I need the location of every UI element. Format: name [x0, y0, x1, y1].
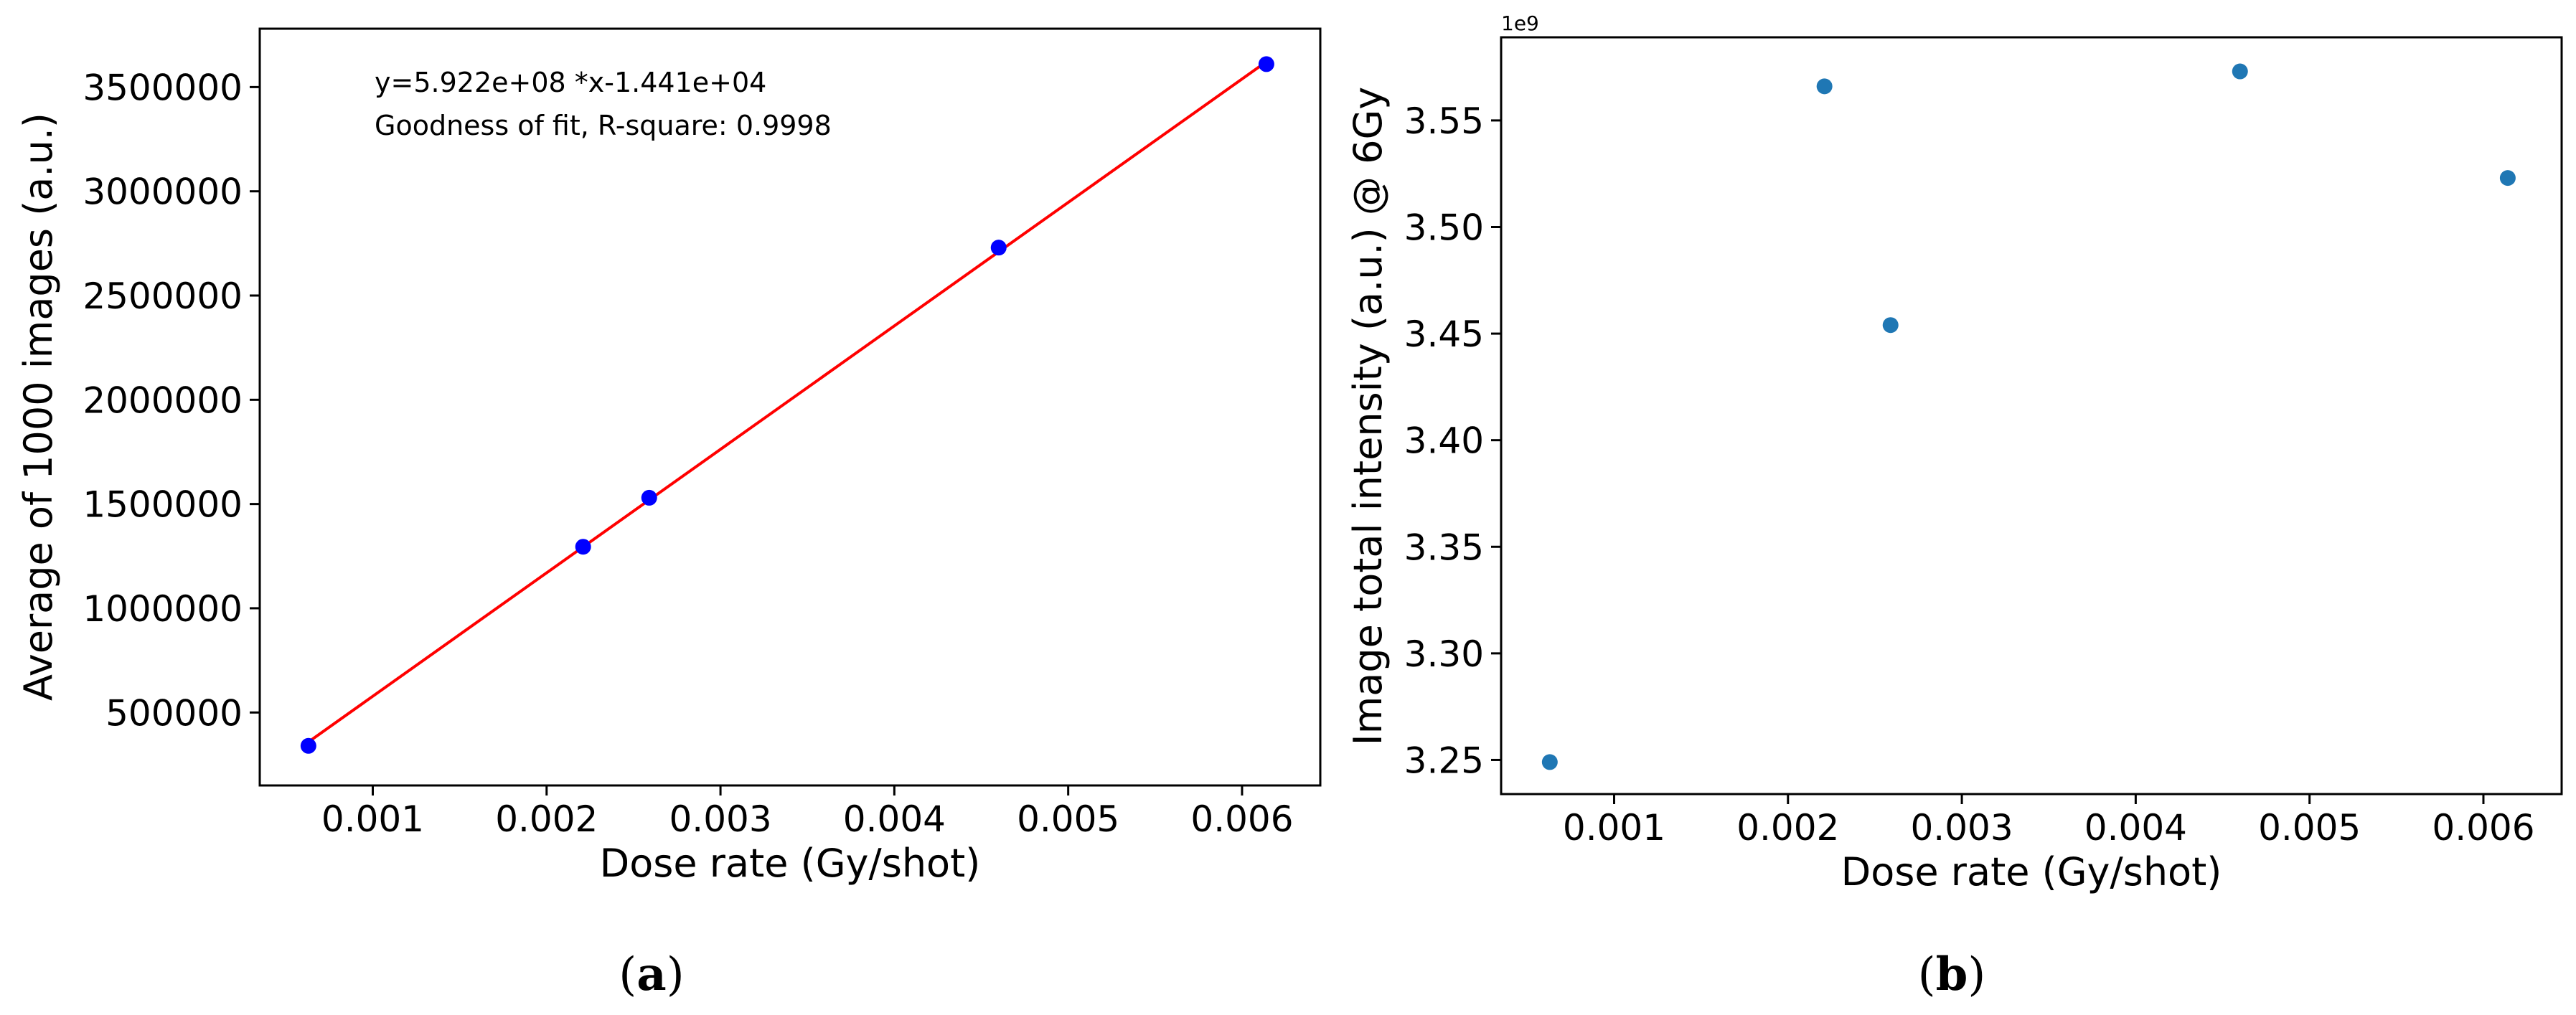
panel-a-caption-close: ) [667, 948, 685, 1001]
panel-a-annotation-rsquare: Goodness of fit, R-square: 0.9998 [375, 110, 832, 141]
panel-a-y-tick-label: 500000 [105, 692, 243, 734]
panel-b-y-tick-label: 3.30 [1404, 633, 1484, 675]
panel-b-x-axis-label: Dose rate (Gy/shot) [1841, 849, 2222, 894]
panel-b-chart: 0.001 0.002 0.003 0.004 0.005 0.006 3.253.303… [1345, 11, 2563, 1001]
panel-b-data-points [1541, 63, 2516, 770]
panel-b-x-tick-label: 0.006 [2432, 807, 2534, 849]
panel-b-plot-frame [1500, 36, 2563, 796]
panel-a-y-tick-label: 2000000 [83, 379, 243, 421]
panel-a-x-tick-label: 0.005 [1017, 798, 1119, 840]
panel-b-y-tick-label: 3.40 [1404, 420, 1484, 462]
panel-b-x-tick-label: 0.001 [1563, 807, 1665, 849]
panel-b-y-tick-label: 3.55 [1404, 100, 1484, 142]
panel-a-x-tick-label: 0.003 [669, 798, 772, 840]
panel-a-data-point [1258, 56, 1274, 72]
panel-a-caption-letter: a [636, 948, 666, 1001]
panel-b-caption-open: ( [1918, 948, 1936, 1001]
panel-a-data-point [641, 489, 657, 506]
panel-a-data-point [990, 240, 1007, 256]
panel-a-x-tick-label: 0.006 [1190, 798, 1293, 840]
panel-a-x-tick-label: 0.004 [843, 798, 946, 840]
panel-a-data-point [300, 737, 316, 754]
panel-a-data-point [575, 539, 591, 555]
panel-a-x-tick-label: 0.002 [495, 798, 598, 840]
panel-b-y-tick-label: 3.45 [1404, 313, 1484, 355]
panel-a-x-axis-label: Dose rate (Gy/shot) [600, 841, 981, 886]
panel-a-x-ticks: 0.001 0.002 0.003 0.004 0.005 0.006 [321, 785, 1294, 840]
panel-b-y-ticks: 3.25 3.30 3.35 3.40 3.45 3.50 3.55 [1404, 100, 1501, 781]
panel-b-y-tick-label: 3.50 [1404, 207, 1484, 248]
panel-a-fit-line [307, 60, 1268, 743]
panel-a-y-tick-label: 3500000 [83, 67, 243, 108]
panel-a-y-axis-label: Average of 1000 images (a.u.) [16, 113, 61, 701]
panel-a-y-tick-label: 3000000 [83, 171, 243, 213]
panel-b-x-tick-label: 0.003 [1911, 807, 2013, 849]
panel-b-caption-close: ) [1968, 948, 1985, 1001]
panel-a-data-points [300, 56, 1274, 754]
panel-a-annotation-equation: y=5.922e+08 *x-1.441e+04 [375, 67, 766, 98]
panel-b-y-offset-label: 1e9 [1501, 11, 1539, 35]
panel-a-y-tick-label: 2500000 [83, 275, 243, 317]
panel-b-data-point [1882, 317, 1899, 334]
panel-b-y-tick-label: 3.25 [1404, 740, 1484, 781]
panel-a-y-tick-label: 1500000 [83, 484, 243, 526]
panel-b-y-axis-label: Image total intensity (a.u.) @ 6Gy [1345, 87, 1391, 745]
panel-a-x-tick-label: 0.001 [321, 798, 424, 840]
panel-a-caption: (a) [619, 948, 684, 1001]
panel-b-caption: (b) [1918, 948, 1986, 1001]
panel-b-x-tick-label: 0.004 [2084, 807, 2187, 849]
panel-b-data-point [1541, 754, 1558, 770]
panel-b-data-point [2232, 63, 2248, 80]
panel-a-fit-line-group [307, 60, 1268, 743]
panel-b-x-tick-label: 0.002 [1736, 807, 1839, 849]
panel-a-plot-frame [258, 27, 1322, 787]
panel-b-data-point [2499, 170, 2516, 187]
panel-b-x-ticks: 0.001 0.002 0.003 0.004 0.005 0.006 [1563, 794, 2535, 849]
panel-a-chart: 0.001 0.002 0.003 0.004 0.005 0.006 500000 100… [16, 27, 1322, 1001]
panel-b-data-point [1816, 78, 1833, 95]
panel-b-y-tick-label: 3.35 [1404, 527, 1484, 568]
panel-a-y-ticks: 500000 1000000 1500000 2000000 2500000 300000… [83, 67, 260, 734]
panel-a-y-tick-label: 1000000 [83, 588, 243, 630]
panel-b-caption-letter: b [1936, 948, 1968, 1001]
panel-a-caption-open: ( [619, 948, 636, 1001]
panel-b-x-tick-label: 0.005 [2258, 807, 2361, 849]
